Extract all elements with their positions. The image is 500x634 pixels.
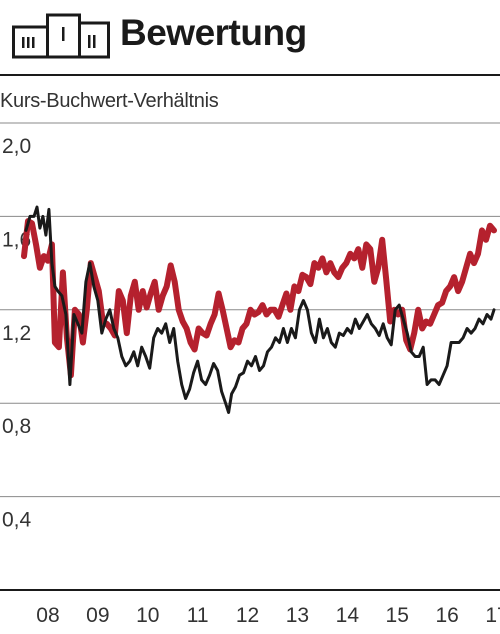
header: Bewertung	[0, 0, 500, 76]
y-tick-label: 1,2	[2, 322, 31, 345]
x-tick-label: 16	[435, 604, 458, 627]
series-line-red	[21, 218, 497, 379]
chart-title: Bewertung	[120, 12, 307, 53]
series-line-black	[24, 205, 496, 414]
buildings-logo-icon	[12, 13, 110, 59]
x-tick-label: 14	[336, 604, 360, 627]
x-tick-label: 13	[286, 604, 309, 627]
x-tick-label: 10	[136, 604, 159, 627]
y-tick-label: 0,8	[2, 415, 31, 438]
x-tick-label: 08	[36, 604, 59, 627]
x-tick-label: 09	[86, 604, 109, 627]
x-tick-label: 17	[485, 604, 500, 627]
y-axis-label: Kurs-Buchwert-Verhältnis	[0, 90, 219, 112]
series-lines	[21, 205, 497, 414]
x-tick-label: 11	[187, 604, 209, 627]
x-tick-labels: 08 09 10 11 12 13 14 15 16 17	[36, 604, 500, 627]
x-tick-label: 12	[236, 604, 259, 627]
x-tick-label: 15	[386, 604, 409, 627]
y-tick-label: 0,4	[2, 509, 32, 532]
header-divider	[0, 74, 500, 76]
y-tick-label: 2,0	[2, 135, 31, 158]
y-tick-labels: 0,40,81,21,62,0	[2, 135, 32, 532]
